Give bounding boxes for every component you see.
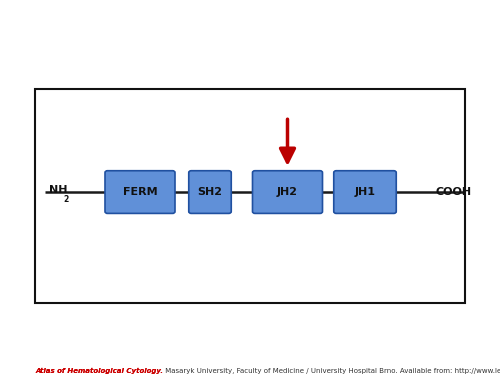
Text: JH2: JH2 bbox=[277, 187, 298, 197]
Bar bbox=[35, 89, 465, 303]
FancyBboxPatch shape bbox=[105, 171, 175, 213]
FancyBboxPatch shape bbox=[252, 171, 322, 213]
FancyBboxPatch shape bbox=[334, 171, 396, 213]
Text: 2: 2 bbox=[64, 194, 69, 204]
Text: NH: NH bbox=[49, 185, 68, 195]
Text: JH1: JH1 bbox=[354, 187, 376, 197]
Text: FERM: FERM bbox=[122, 187, 158, 197]
Text: Atlas of Hematological Cytology.: Atlas of Hematological Cytology. bbox=[35, 367, 163, 374]
Text: Atlas of Hematological Cytology.: Atlas of Hematological Cytology. bbox=[35, 367, 163, 374]
FancyBboxPatch shape bbox=[189, 171, 231, 213]
Text: COOH: COOH bbox=[435, 187, 471, 197]
Text: Masaryk University, Faculty of Medicine / University Hospital Brno. Available fr: Masaryk University, Faculty of Medicine … bbox=[163, 367, 500, 374]
Text: SH2: SH2 bbox=[198, 187, 222, 197]
